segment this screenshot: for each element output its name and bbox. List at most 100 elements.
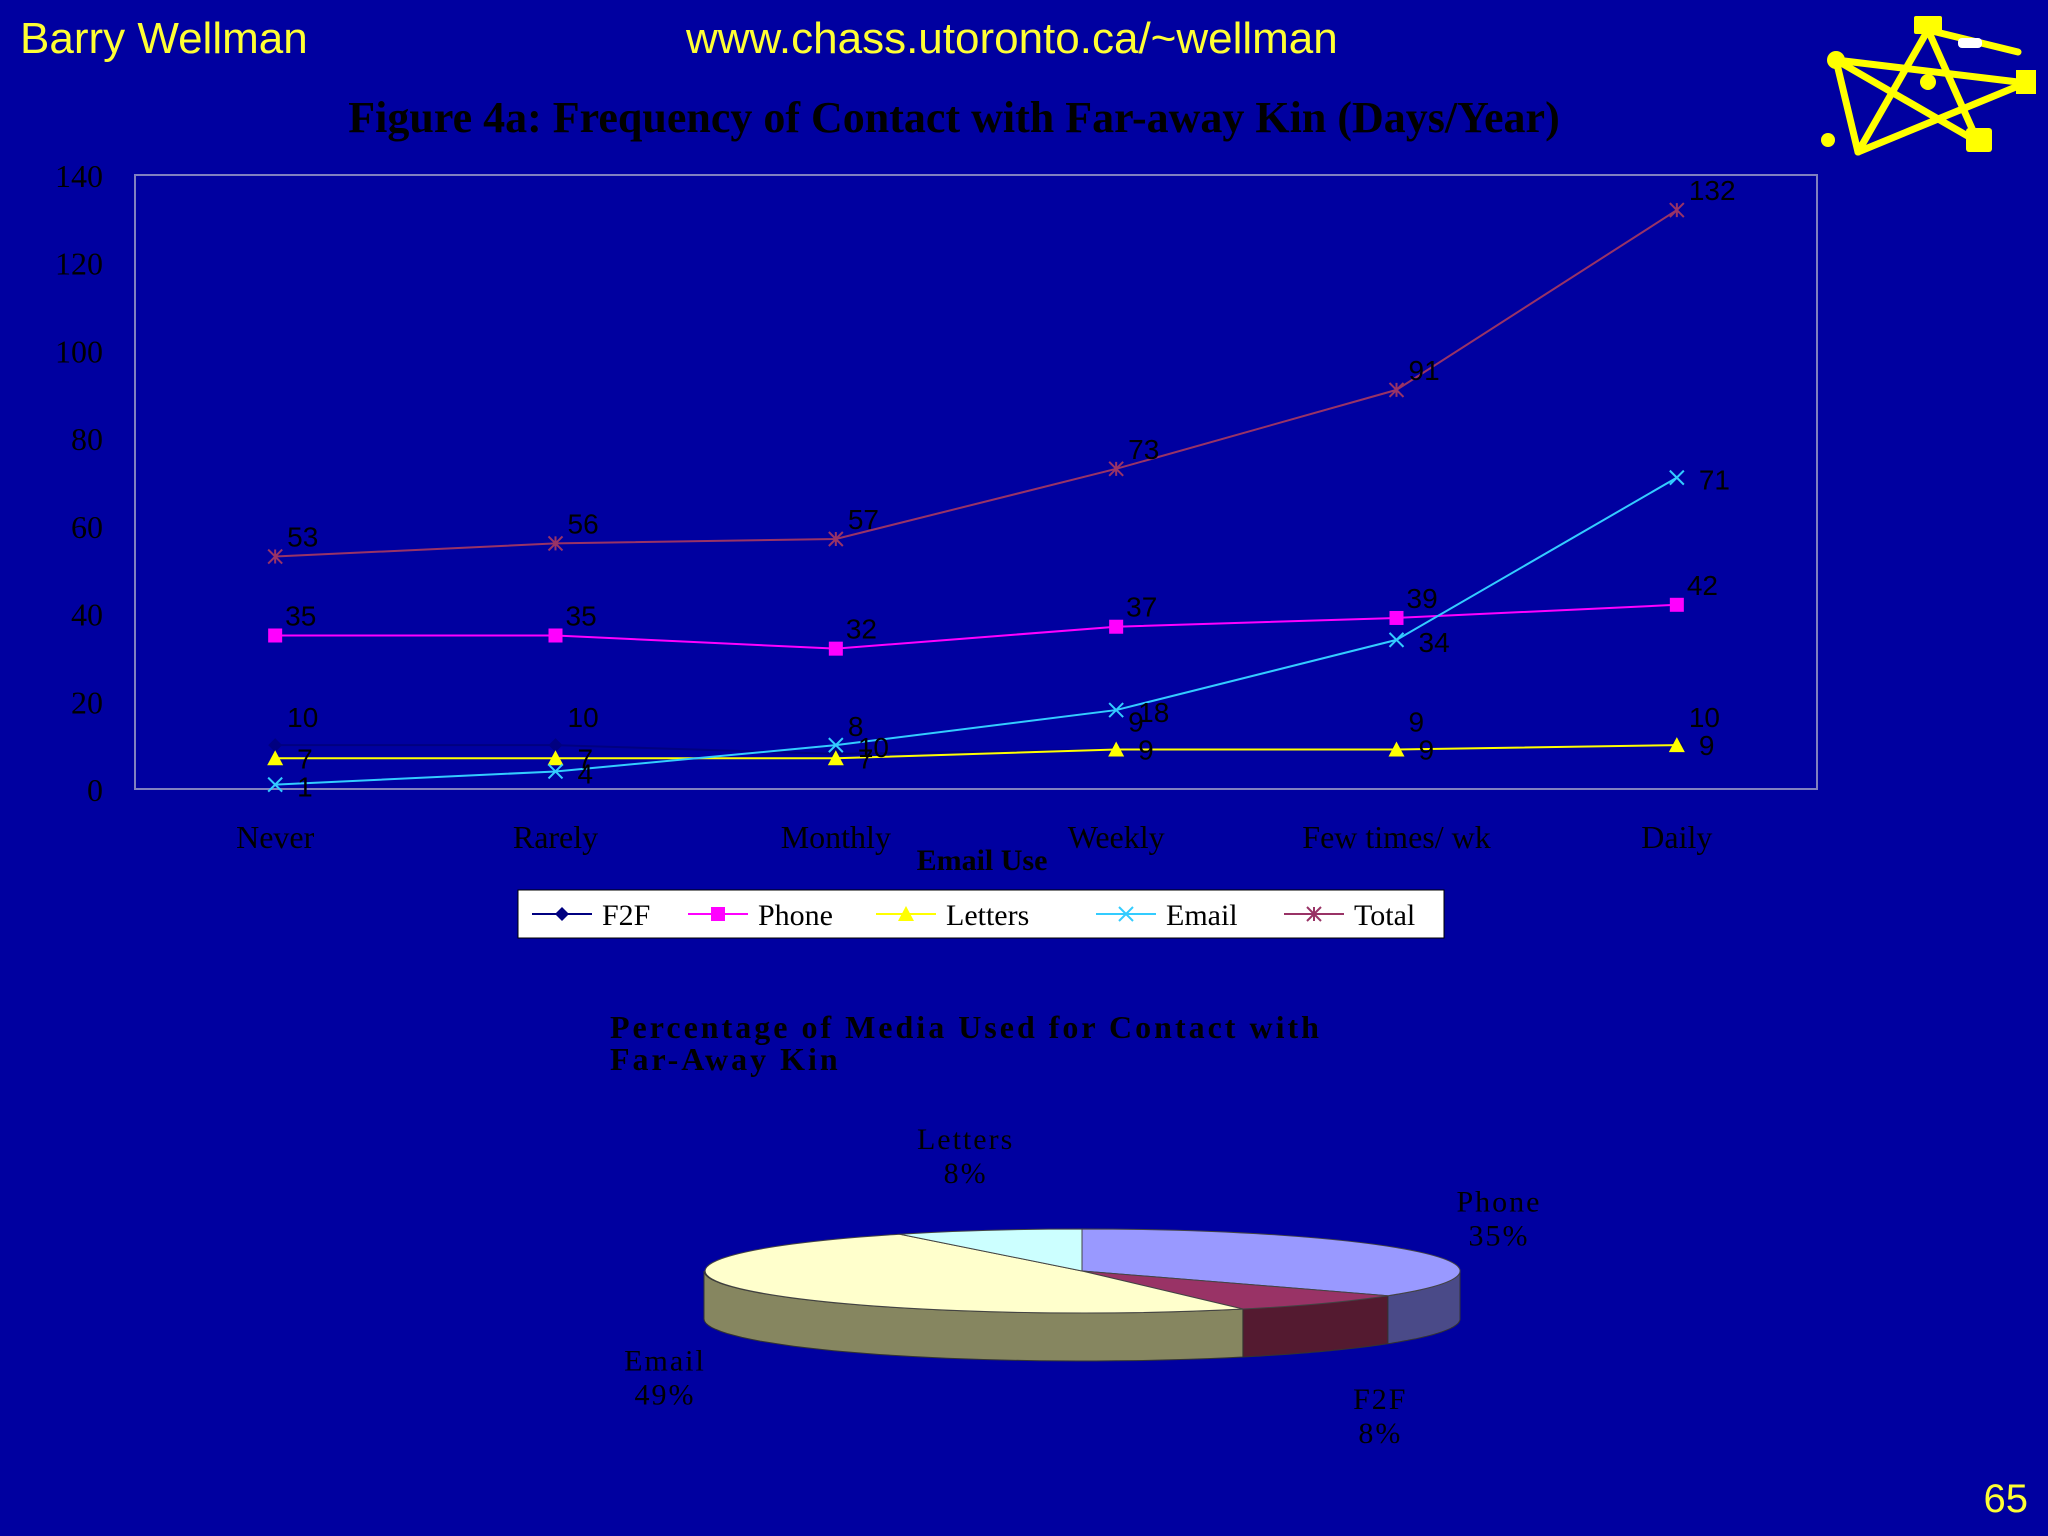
data-point-f2f [268,738,283,753]
legend-item-f2f: F2F [532,899,650,932]
data-label-phone: 42 [1687,570,1718,601]
data-label-letters: 9 [1699,730,1715,761]
data-point-total [828,531,844,547]
network-logo-icon [1821,16,2036,156]
legend-item-email: Email [1096,899,1238,932]
legend-label-phone: Phone [758,899,833,932]
data-point-letters [267,750,284,766]
series-line-total [275,209,1678,558]
data-point-letters [827,750,844,766]
y-axis: 0 20 40 60 80 100 120 140 [55,158,103,808]
data-point-email [547,763,564,780]
pie-label-name-phone: Phone [1456,1186,1541,1219]
data-label-total: 91 [1409,355,1440,386]
data-label-f2f: 10 [1689,702,1720,733]
line-chart: Figure 4a: Frequency of Contact with Far… [55,93,1818,939]
x-tick-label: Few times/ wk [1302,819,1490,855]
data-label-letters: 7 [578,743,594,774]
pie-label-pct-letters: 8% [944,1157,988,1190]
series-total [267,202,1685,565]
data-label-phone: 32 [846,614,877,645]
data-label-letters: 9 [1138,735,1154,766]
data-label-phone: 39 [1407,583,1438,614]
legend-marker-letters [898,906,914,921]
legend-label-email: Email [1166,899,1238,932]
data-point-phone [548,628,563,643]
data-point-letters [547,750,564,766]
data-point-phone [828,641,843,656]
pie-slice-letters [899,1228,1083,1272]
data-label-email: 1 [297,772,313,803]
author-name: Barry Wellman [20,14,308,63]
data-label-total: 56 [568,508,599,539]
data-point-email [1388,632,1405,648]
data-point-letters [1108,741,1125,757]
data-label-f2f: 9 [1409,707,1425,738]
y-tick-label: 80 [71,421,103,457]
y-tick-label: 0 [87,772,103,808]
x-tick-label: Rarely [513,819,598,855]
data-label-phone: 35 [285,601,316,632]
plot-area [134,174,1818,790]
y-tick-label: 20 [71,684,103,720]
legend-label-total: Total [1354,899,1415,932]
x-tick-label: Daily [1641,819,1712,855]
pie-chart-title-line1: Percentage of Media Used for Contact wit… [610,1009,1322,1045]
pie-sides [703,1270,1461,1362]
data-label-phone: 35 [566,601,597,632]
data-point-letters [1668,737,1685,753]
data-label-email: 18 [1138,697,1169,728]
data-point-phone [268,628,283,643]
legend-item-total: Total [1284,899,1415,932]
series-line-phone [275,603,1677,650]
data-label-email: 10 [858,732,889,763]
data-label-email: 4 [578,758,594,789]
data-point-phone [1669,597,1684,612]
data-point-email [1108,702,1124,718]
legend-label-letters: Letters [946,899,1029,932]
legend-item-phone: Phone [688,899,833,932]
pie-label-name-email: Email [624,1344,706,1377]
legend-marker-total [1306,906,1322,922]
x-axis-title: Email Use [917,844,1048,877]
data-point-f2f [548,738,563,753]
pie-label-pct-email: 49% [635,1378,696,1411]
line-chart-title: Figure 4a: Frequency of Contact with Far… [348,93,1559,142]
y-tick-label: 140 [55,158,103,194]
website-url: www.chass.utoronto.ca/~wellman [686,14,1338,63]
data-label-phone: 37 [1126,592,1157,623]
data-label-email: 71 [1699,465,1730,496]
data-label-total: 53 [287,522,318,553]
legend-marker-email [1118,906,1134,922]
pie-slice-f2f [1081,1270,1388,1310]
data-label-letters: 7 [858,743,874,774]
data-label-f2f: 10 [568,702,599,733]
series-line-letters [275,744,1677,760]
data-point-total [1669,202,1685,218]
data-point-letters [1388,741,1405,757]
data-label-total: 132 [1689,175,1736,206]
data-label-f2f: 8 [848,711,864,742]
slide-number: 65 [1983,1477,2029,1521]
y-tick-label: 40 [71,597,103,633]
data-point-phone [1109,619,1124,634]
series-phone [268,597,1684,656]
data-point-email [267,776,283,793]
pie-chart-title-line2: Far-Away Kin [610,1041,841,1077]
data-point-total [1108,461,1124,477]
series-email [267,469,1685,793]
pie-label-pct-phone: 35% [1468,1220,1529,1253]
pie-slice-phone [1081,1228,1461,1297]
x-tick-label: Never [236,819,315,855]
series-line-email [275,476,1678,786]
data-label-total: 57 [848,504,879,535]
data-label-email: 34 [1419,627,1450,658]
legend-item-letters: Letters [876,899,1029,932]
data-point-phone [1389,610,1404,625]
data-point-email [1669,469,1685,486]
data-label-letters: 9 [1419,735,1435,766]
